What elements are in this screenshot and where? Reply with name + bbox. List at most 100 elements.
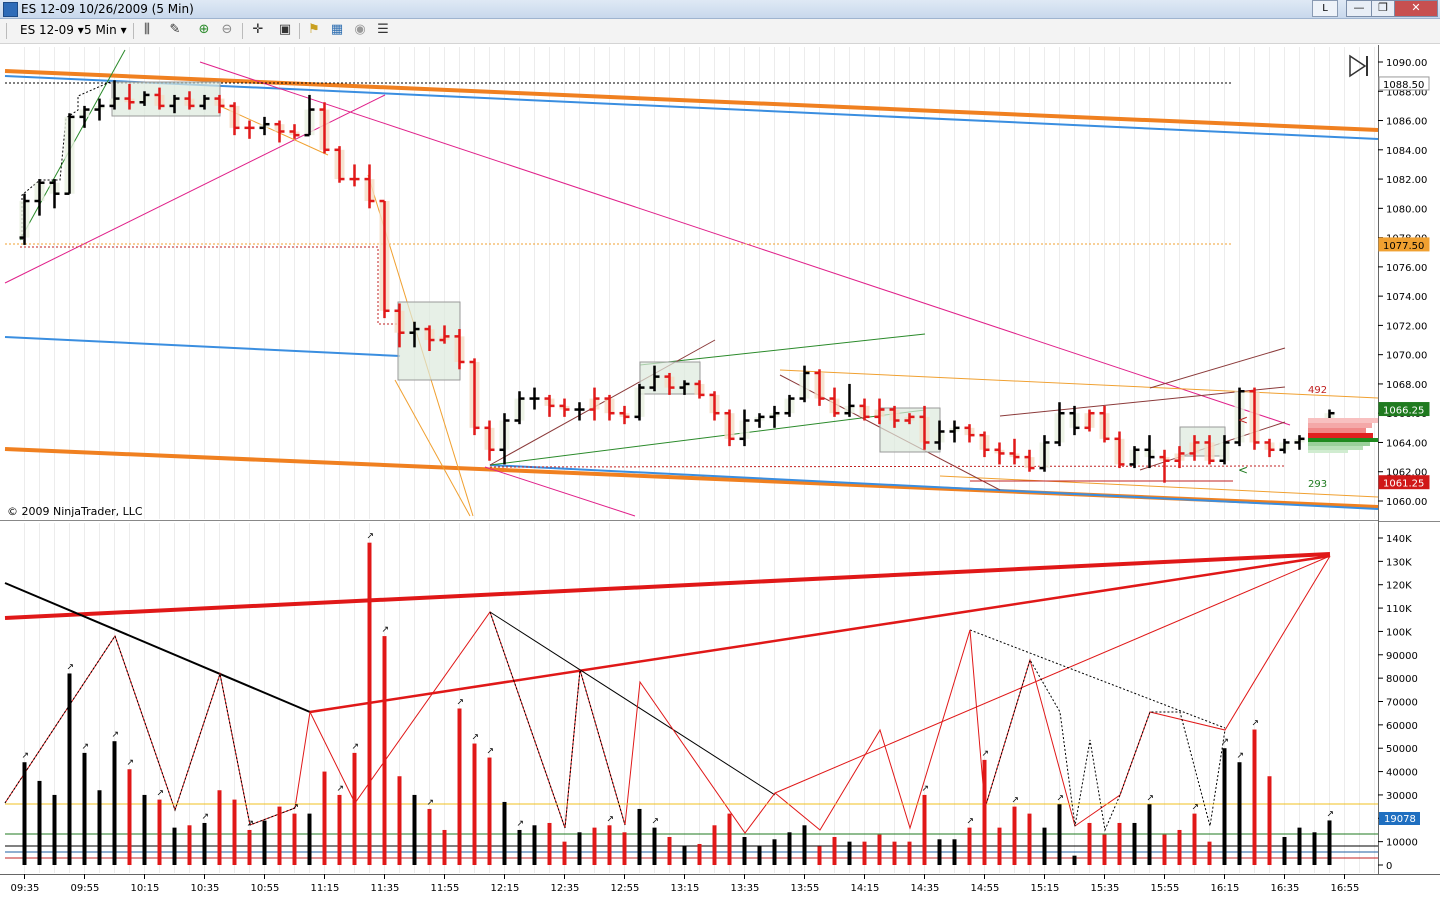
volume-bar [1027, 813, 1032, 865]
volume-bar [1042, 827, 1047, 865]
price-axis-label: 1068.00 [1386, 380, 1427, 391]
volume-axis-label: 90000 [1386, 651, 1418, 662]
volume-bar: ↗ [427, 798, 434, 865]
volume-bar: ↗ [337, 784, 344, 865]
price-bar [619, 405, 630, 425]
volume-bar-fill [1312, 832, 1317, 865]
price-axis-label: 1090.00 [1386, 58, 1427, 69]
volume-bar-marker: ↗ [22, 751, 30, 761]
price-bar [784, 394, 795, 417]
volume-bar-marker: ↗ [1057, 793, 1065, 803]
bar-type-icon[interactable]: ⫼ [144, 22, 150, 37]
volume-bar-fill [742, 836, 747, 865]
volume-bar: ↗ [67, 662, 74, 865]
volume-bar: ↗ [1222, 737, 1229, 865]
price-bar [1084, 409, 1095, 432]
price-bar [1234, 387, 1245, 447]
volume-bar: ↗ [157, 789, 165, 865]
volume-bar-fill [682, 846, 687, 865]
volume-bar-fill [1222, 748, 1227, 865]
volume-bar [997, 827, 1002, 865]
volume-bar-fill [67, 673, 72, 865]
toolbar-grip [6, 23, 7, 39]
brown-trendline [489, 339, 716, 466]
time-axis-label: 11:35 [371, 883, 400, 894]
volume-bar: ↗ [1012, 796, 1019, 865]
chart-list-icon[interactable]: ☰ [377, 22, 389, 37]
price-bar [1219, 435, 1230, 465]
volume-bar-fill [727, 813, 732, 865]
volume-bar-fill [1282, 836, 1287, 865]
volume-bar-fill [352, 752, 357, 865]
zoom-out-icon[interactable]: ⊖ [221, 22, 233, 37]
volume-bar-fill [412, 794, 417, 865]
volume-black-trendline [489, 611, 776, 796]
volume-bar-fill [1072, 855, 1077, 865]
price-bar [544, 394, 555, 417]
volume-bar-fill [877, 834, 882, 865]
volume-bar-fill [1207, 841, 1212, 865]
time-axis-label: 09:35 [11, 883, 40, 894]
close-button[interactable]: ✕ [1394, 0, 1438, 17]
price-bar [319, 102, 330, 154]
volume-bar [817, 846, 822, 865]
volume-bar: ↗ [517, 819, 524, 865]
volume-bar: ↗ [982, 749, 989, 865]
crosshair-icon[interactable]: ✛ [252, 22, 264, 37]
volume-bar-fill [367, 542, 372, 865]
price-bar [424, 325, 435, 352]
volume-bar-fill [1027, 813, 1032, 865]
minimize-button[interactable]: — [1346, 0, 1372, 17]
volume-bar [442, 829, 447, 865]
volume-bar [832, 836, 837, 865]
profile-row [1308, 423, 1372, 428]
price-axis-label: 1072.00 [1386, 321, 1427, 332]
volume-zigzag-black [489, 611, 626, 829]
properties-icon[interactable]: ◉ [354, 22, 366, 37]
volume-bar [1267, 776, 1272, 865]
price-bar [454, 329, 465, 370]
volume-axis: 140K 130K 120K 110K 100K 90000 80000 70000 60000… [1378, 534, 1418, 872]
interval-selector[interactable]: 5 Min ▾ [84, 23, 127, 37]
volume-bar-marker: ↗ [157, 789, 165, 799]
volume-bar [892, 841, 897, 865]
volume-bar [37, 780, 42, 865]
skip-to-end-icon[interactable] [1349, 54, 1368, 78]
volume-bar [727, 813, 732, 865]
data-box-icon[interactable]: ▣ [278, 22, 292, 37]
instrument-selector[interactable]: ES 12-09 ▾ [20, 23, 84, 37]
draw-pencil-icon[interactable]: ✎ [169, 22, 181, 37]
volume-axis-label: 110K [1386, 604, 1412, 615]
strategy-icon[interactable]: ⚑ [308, 22, 320, 37]
volume-bar-fill [217, 790, 222, 865]
volume-bar [322, 771, 327, 865]
price-bar [1009, 438, 1020, 465]
volume-bar [697, 843, 702, 865]
volume-bar-marker: ↗ [487, 747, 495, 757]
time-axis-label: 12:35 [551, 883, 580, 894]
volume-zigzag-black [984, 658, 1226, 832]
price-bar [1069, 405, 1080, 436]
magenta-trendline [484, 466, 636, 517]
time-axis-label: 14:55 [971, 883, 1000, 894]
price-bar [1039, 435, 1050, 472]
time-axis-label: 14:15 [851, 883, 880, 894]
orange-resistance-trendline [4, 69, 1379, 132]
badge-value: 1061.25 [1383, 479, 1424, 490]
volume-bar [412, 794, 417, 865]
link-button[interactable]: L [1312, 0, 1338, 17]
zoom-in-icon[interactable]: ⊕ [198, 22, 210, 37]
price-bar [214, 94, 225, 114]
price-bar [979, 431, 990, 458]
price-bar [769, 405, 780, 428]
interval-label: 5 Min [84, 23, 117, 37]
price-bar [874, 398, 885, 425]
price-bar [379, 199, 390, 319]
volume-bar-fill [427, 808, 432, 865]
price-bar [1144, 435, 1155, 469]
volume-profile: 492 293 < < [1238, 385, 1378, 490]
volume-bar-fill [967, 827, 972, 865]
indicator-icon[interactable]: ▦ [330, 22, 344, 37]
price-bar [169, 94, 180, 114]
